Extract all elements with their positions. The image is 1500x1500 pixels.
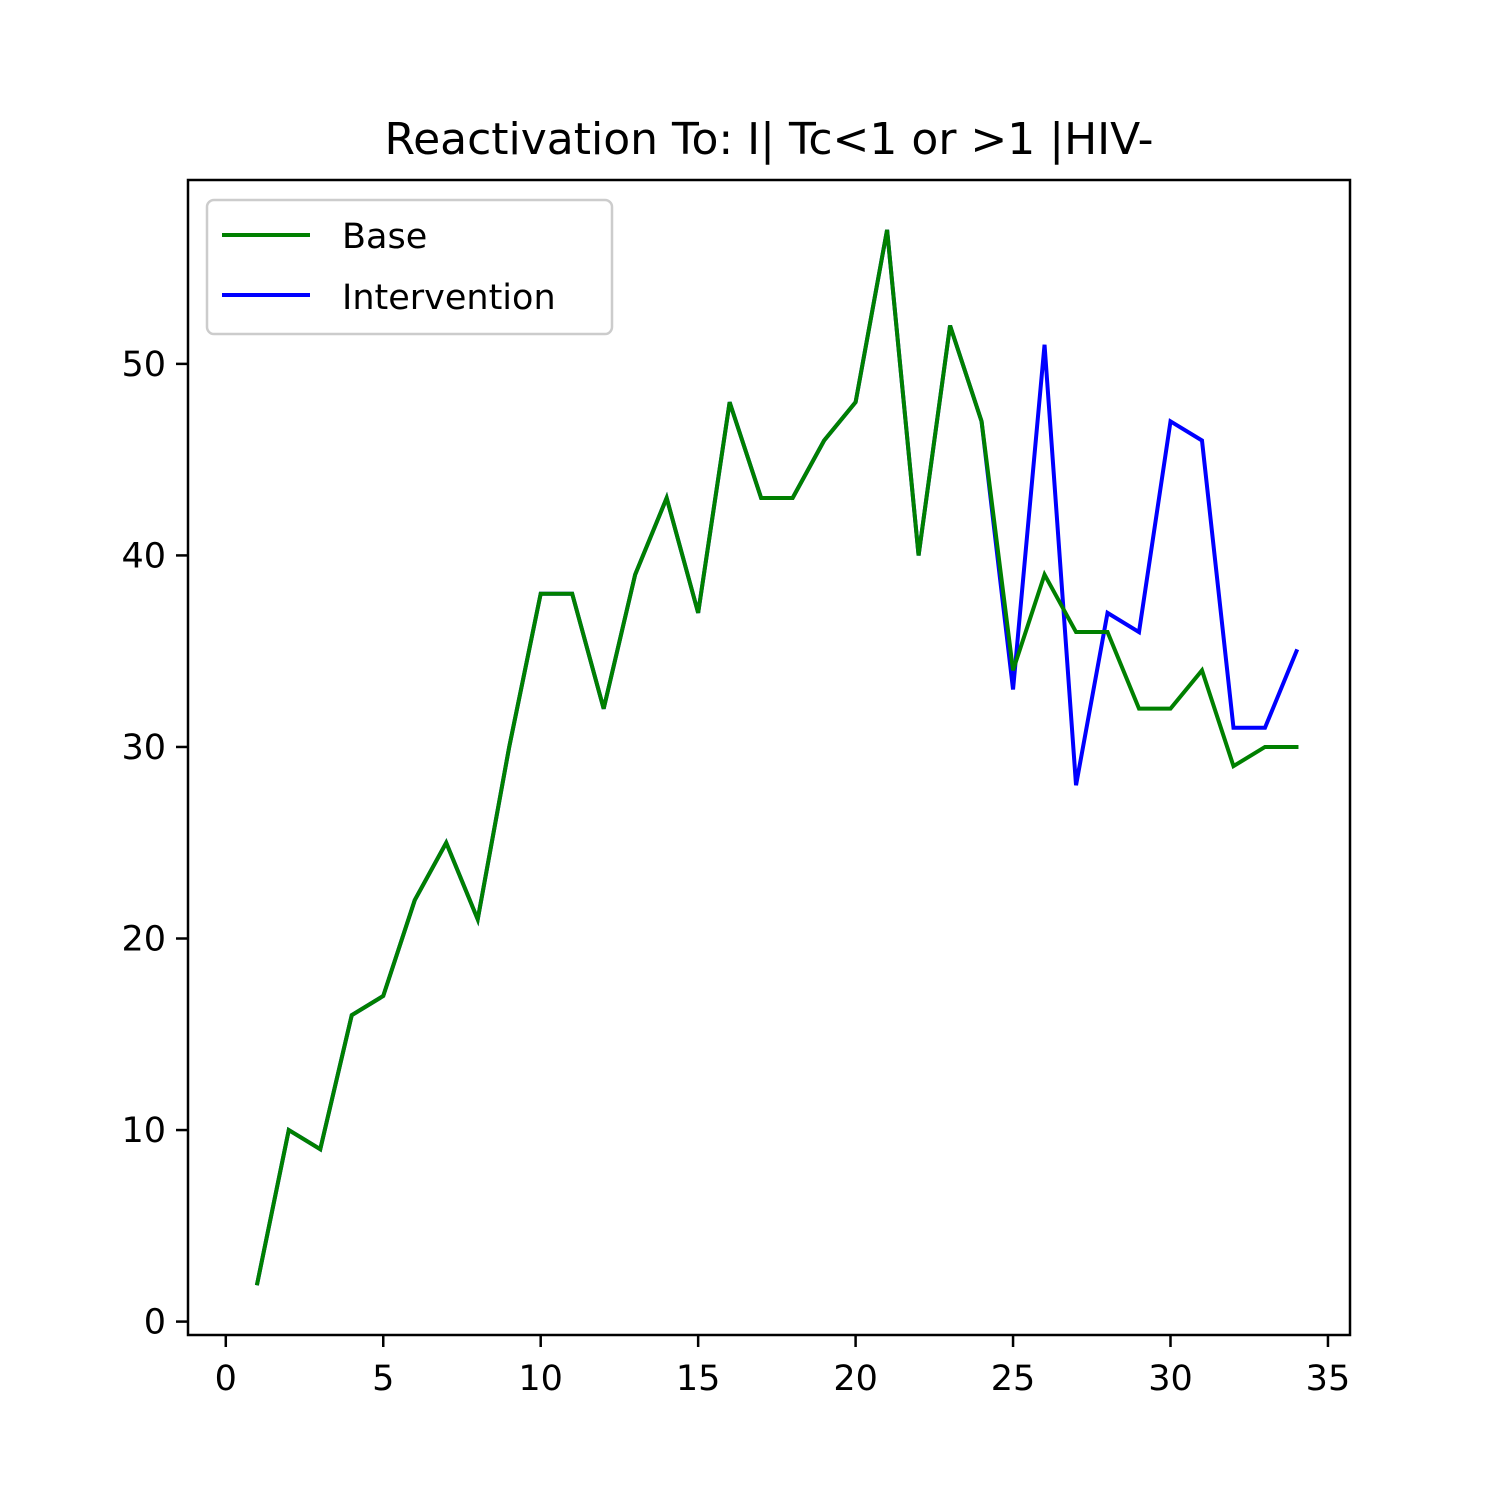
series-layer [254,229,1300,1286]
y-axis: 0 10 20 30 40 50 [121,345,188,1343]
x-tick-label: 30 [1148,1359,1193,1399]
x-tick-label: 5 [372,1359,394,1399]
series-line-base [254,229,1299,1286]
y-tick-label: 10 [121,1111,166,1151]
x-tick-label: 25 [991,1359,1036,1399]
y-tick-label: 50 [121,345,166,385]
plot-area [186,178,1352,1337]
chart-title: Reactivation To: I| Tc<1 or >1 |HIV- [384,114,1153,165]
x-tick-label: 35 [1306,1359,1351,1399]
x-tick-label: 20 [833,1359,878,1399]
y-tick-label: 20 [121,920,166,960]
x-axis: 0 5 10 15 20 25 30 35 [215,1335,1351,1399]
x-tick-label: 15 [676,1359,721,1399]
legend-label-intervention: Intervention [342,278,556,318]
x-tick-label: 10 [518,1359,563,1399]
legend: Base Intervention [205,198,614,336]
x-tick-label: 0 [215,1359,237,1399]
legend-label-base: Base [342,217,427,257]
y-tick-label: 30 [121,728,166,768]
y-tick-label: 0 [144,1303,166,1343]
axes-frame [186,178,1352,1337]
y-tick-label: 40 [121,536,166,576]
